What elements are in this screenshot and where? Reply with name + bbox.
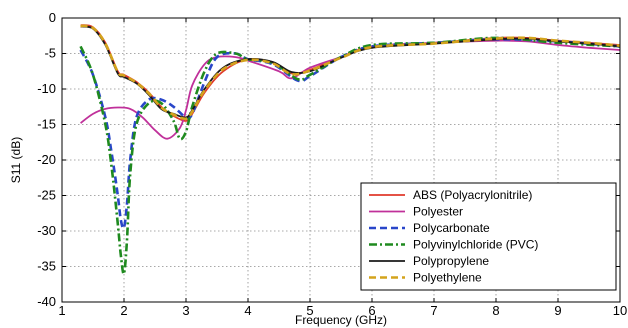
y-tick-label: -30 [37, 223, 56, 238]
y-tick-label: -35 [37, 259, 56, 274]
x-tick-label: 6 [368, 303, 375, 318]
axis-ticks: 1 2 3 4 5 6 7 8 9 10 0 -5 -10 -15 -20 -25 -30 -35 -40 [37, 10, 627, 318]
legend-label: Polypropylene [413, 254, 489, 268]
legend-label: Polyethylene [413, 271, 482, 285]
x-tick-label: 8 [492, 303, 499, 318]
x-tick-label: 2 [120, 303, 127, 318]
y-tick-label: -40 [37, 294, 56, 309]
legend-box [360, 182, 617, 291]
x-tick-label: 1 [58, 303, 65, 318]
y-tick-label: -25 [37, 188, 56, 203]
y-axis-label: S11 (dB) [9, 137, 23, 183]
x-tick-label: 4 [244, 303, 251, 318]
legend: ABS (Polyacrylonitrile) Polyester Polycarb… [360, 182, 617, 291]
y-tick-label: -15 [37, 117, 56, 132]
series-line [80, 39, 621, 140]
legend-label: Polycarbonate [413, 221, 490, 235]
x-tick-label: 5 [306, 303, 313, 318]
x-tick-label: 7 [430, 303, 437, 318]
legend-label: Polyvinylchloride (PVC) [413, 238, 538, 252]
y-tick-label: -5 [44, 46, 56, 61]
x-axis-label: Frequency (GHz) [295, 313, 387, 327]
y-tick-label: 0 [49, 10, 56, 25]
legend-label: ABS (Polyacrylonitrile) [413, 188, 532, 202]
x-tick-label: 10 [613, 303, 627, 318]
y-tick-label: -20 [37, 152, 56, 167]
series-lines [79, 24, 621, 276]
x-tick-label: 9 [554, 303, 561, 318]
series-line [80, 24, 621, 121]
y-tick-label: -10 [37, 81, 56, 96]
x-tick-label: 3 [182, 303, 189, 318]
legend-label: Polyester [413, 205, 463, 219]
